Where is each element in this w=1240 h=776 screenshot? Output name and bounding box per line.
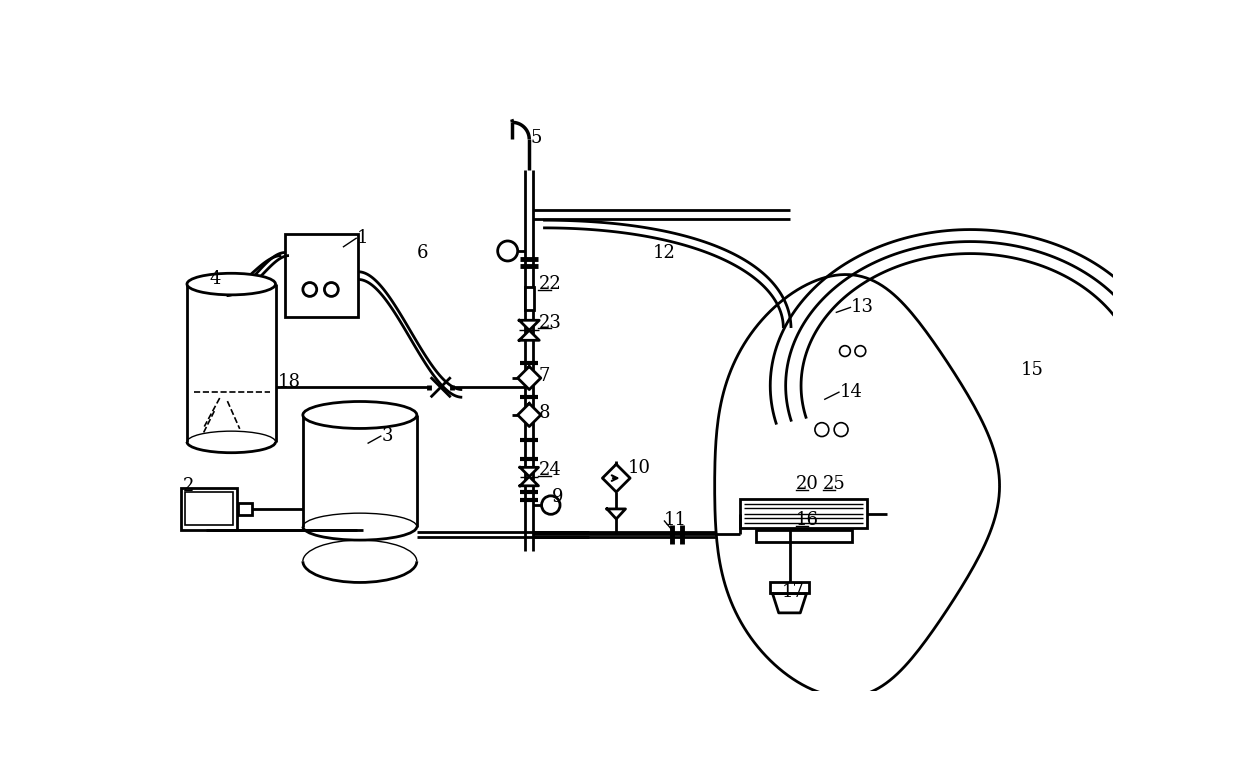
Polygon shape [520, 331, 539, 341]
Polygon shape [608, 509, 625, 519]
Polygon shape [520, 476, 538, 486]
Polygon shape [520, 320, 539, 331]
Polygon shape [714, 275, 999, 697]
Circle shape [303, 282, 316, 296]
Bar [185, 492, 233, 525]
Bar [285, 234, 358, 317]
Bar [740, 499, 867, 528]
Polygon shape [520, 467, 538, 476]
Circle shape [542, 496, 560, 514]
Text: 7: 7 [538, 367, 549, 385]
Text: 14: 14 [839, 383, 863, 401]
Text: 25: 25 [822, 475, 846, 494]
Text: 20: 20 [796, 475, 818, 494]
Bar [238, 503, 252, 515]
Polygon shape [603, 464, 630, 492]
Text: 13: 13 [851, 298, 874, 316]
Circle shape [497, 241, 517, 261]
Text: 4: 4 [210, 271, 221, 289]
Bar [784, 390, 898, 452]
Text: 15: 15 [1021, 362, 1043, 379]
Bar [790, 307, 889, 368]
Polygon shape [773, 594, 806, 613]
Text: 1: 1 [357, 229, 368, 247]
Bar [525, 287, 534, 310]
Bar [796, 314, 831, 359]
Text: 11: 11 [663, 511, 687, 529]
Text: 2: 2 [182, 476, 195, 495]
Text: 12: 12 [652, 244, 676, 262]
Text: 6: 6 [417, 244, 428, 262]
Text: 18: 18 [278, 373, 300, 391]
Bar [770, 582, 808, 593]
Text: 3: 3 [382, 427, 393, 445]
Text: 17: 17 [781, 583, 805, 601]
Circle shape [854, 345, 866, 356]
Text: 10: 10 [627, 459, 651, 477]
Text: 23: 23 [538, 314, 562, 331]
Circle shape [835, 423, 848, 437]
Circle shape [815, 423, 828, 437]
Polygon shape [517, 366, 541, 390]
Text: 5: 5 [531, 129, 542, 147]
Circle shape [325, 282, 339, 296]
Bar [181, 488, 237, 531]
Text: 16: 16 [796, 511, 818, 529]
Polygon shape [517, 404, 541, 427]
Text: 9: 9 [552, 488, 564, 507]
Bar [755, 530, 852, 542]
Text: 8: 8 [538, 404, 551, 421]
Circle shape [839, 345, 851, 356]
Text: 24: 24 [538, 462, 562, 480]
Ellipse shape [187, 273, 275, 295]
Ellipse shape [303, 401, 417, 428]
Text: 22: 22 [538, 275, 562, 293]
